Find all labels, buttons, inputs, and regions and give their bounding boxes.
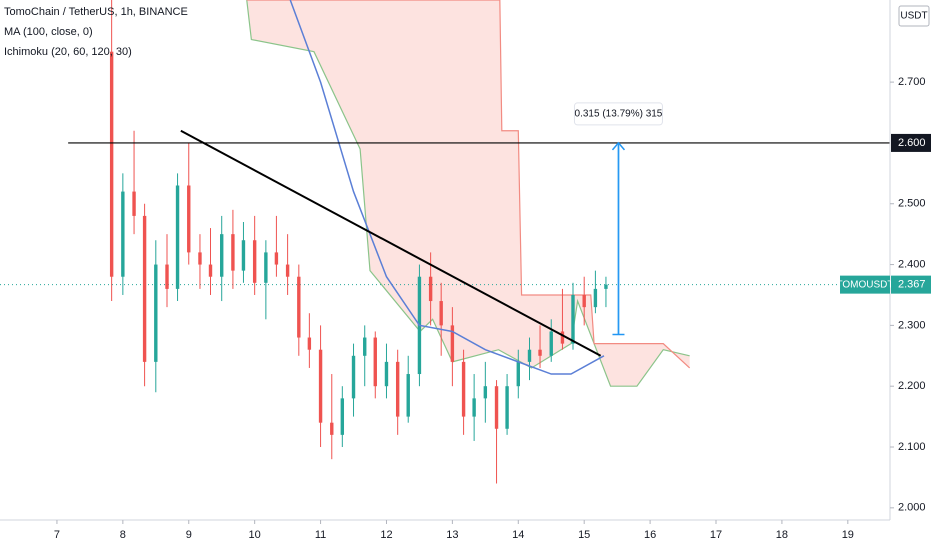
x-tick-label: 7 xyxy=(54,529,60,541)
candle-body xyxy=(571,294,575,344)
candle-body xyxy=(285,264,290,277)
measure-label: 0.315 (13.79%) 315 xyxy=(575,109,663,120)
x-tick-label: 19 xyxy=(842,529,854,541)
candle-body xyxy=(604,284,608,289)
plot-area: 0.315 (13.79%) 315 xyxy=(0,0,890,484)
candle-body xyxy=(297,276,301,338)
candle-body xyxy=(220,234,224,277)
indicator-legend: MA (100, close, 0) xyxy=(4,26,93,38)
candle-body xyxy=(363,337,367,356)
symbol-label: TOMOUSDT xyxy=(836,279,893,290)
x-tick-label: 8 xyxy=(120,529,126,541)
candle-body xyxy=(384,361,389,387)
candle-body xyxy=(142,215,147,362)
x-tick-label: 12 xyxy=(380,529,392,541)
candle-body xyxy=(483,386,488,399)
candle-body xyxy=(252,240,257,283)
candle-body xyxy=(527,349,532,362)
x-tick-label: 11 xyxy=(315,529,326,541)
y-tick-label: 2.500 xyxy=(898,198,926,210)
candle-body xyxy=(505,386,509,429)
x-tick-label: 17 xyxy=(710,529,722,541)
candle-body xyxy=(560,331,565,344)
candle-body xyxy=(187,185,191,253)
y-tick-label: 2.100 xyxy=(898,441,926,453)
candle-body xyxy=(395,361,400,417)
last-price-label: 2.367 xyxy=(898,279,926,291)
ichimoku-cloud xyxy=(246,0,690,387)
candle-body xyxy=(406,374,410,417)
last-price-box xyxy=(891,275,931,294)
chart-title: TomoChain / TetherUS, 1h, BINANCE xyxy=(4,6,188,18)
candle-body xyxy=(132,191,136,216)
y-tick-label: 2.000 xyxy=(898,502,926,514)
moving-average xyxy=(289,0,605,375)
currency-box[interactable] xyxy=(898,5,930,27)
candle-body xyxy=(198,252,202,265)
candle-body xyxy=(582,294,586,308)
candle-body xyxy=(264,252,268,283)
y-tick-label: 2.200 xyxy=(898,380,926,392)
price-label-box xyxy=(891,133,931,152)
candle-body xyxy=(439,301,443,326)
candle-body xyxy=(274,252,279,265)
x-tick-label: 9 xyxy=(186,529,192,541)
candle-body xyxy=(538,349,542,356)
candle-body xyxy=(450,325,455,362)
y-axis-label: USDT xyxy=(900,11,927,22)
candle-body xyxy=(494,386,499,429)
x-tick-label: 15 xyxy=(578,529,590,541)
x-tick-label: 13 xyxy=(446,529,458,541)
candle-body xyxy=(593,288,598,308)
candle-body xyxy=(121,191,125,277)
measure-arrowhead xyxy=(611,141,626,151)
candle-body xyxy=(165,264,169,289)
candle-body xyxy=(330,422,334,435)
y-tick-label: 2.300 xyxy=(898,319,926,331)
x-tick-label: 18 xyxy=(776,529,788,541)
x-tick-label: 16 xyxy=(644,529,656,541)
price-label: 2.600 xyxy=(898,137,926,149)
candle-body xyxy=(461,361,466,417)
x-tick-label: 14 xyxy=(512,529,524,541)
leading-span-a xyxy=(246,0,690,387)
candle-body xyxy=(307,337,312,350)
y-tick-label: 2.400 xyxy=(898,258,926,270)
candle-body xyxy=(109,51,114,277)
candle-body xyxy=(318,349,323,423)
candle-body xyxy=(516,361,520,387)
indicator-legend: Ichimoku (20, 60, 120, 30) xyxy=(4,46,132,58)
candle-body xyxy=(549,331,553,356)
candle-body xyxy=(175,185,180,289)
leading-span-b xyxy=(246,0,691,369)
y-tick-label: 2.700 xyxy=(898,76,926,88)
candle-body xyxy=(231,234,235,271)
candle-body xyxy=(340,398,345,435)
x-tick-label: 10 xyxy=(249,529,261,541)
candle-body xyxy=(154,264,158,362)
trend-line xyxy=(180,129,602,357)
candle-body xyxy=(351,355,356,399)
candle-body xyxy=(373,337,377,387)
candle-body xyxy=(428,276,433,302)
candle-body xyxy=(241,240,246,271)
measure-label-box xyxy=(573,102,663,126)
symbol-label-box xyxy=(840,275,890,294)
candle-body xyxy=(472,398,476,417)
candle-body xyxy=(208,264,213,277)
